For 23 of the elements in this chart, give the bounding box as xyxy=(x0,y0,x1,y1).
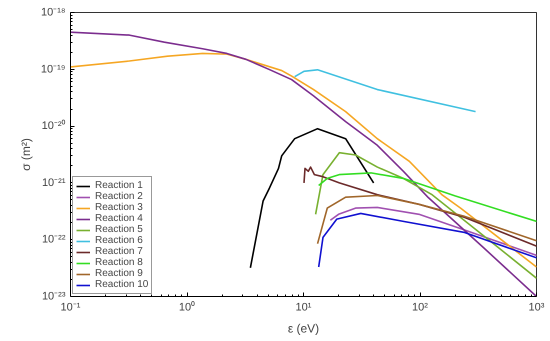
legend-label: Reaction 4 xyxy=(95,213,143,224)
x-tick-label: 10¹ xyxy=(296,302,312,314)
legend-label: Reaction 6 xyxy=(95,235,143,246)
legend-label: Reaction 2 xyxy=(95,191,143,202)
x-tick-label: 10⁻¹ xyxy=(60,302,81,314)
legend-label: Reaction 5 xyxy=(95,224,143,235)
x-tick-label: 10² xyxy=(412,302,428,314)
y-tick-label: 10⁻²¹ xyxy=(42,176,66,189)
legend-label: Reaction 7 xyxy=(95,246,143,257)
legend-label: Reaction 8 xyxy=(95,257,143,268)
legend-label: Reaction 3 xyxy=(95,202,143,213)
legend-label: Reaction 1 xyxy=(95,180,143,191)
y-tick-label: 10⁻²³ xyxy=(42,290,66,302)
y-axis-title: σ (m²) xyxy=(18,138,33,171)
x-tick-label: 10⁰ xyxy=(178,300,196,314)
y-tick-label: 10⁻²² xyxy=(42,234,66,246)
legend-label: Reaction 10 xyxy=(95,279,148,290)
y-tick-label: 10⁻²⁰ xyxy=(42,119,66,132)
x-tick-label: 10³ xyxy=(528,302,545,314)
y-tick-label: 10⁻¹⁸ xyxy=(40,6,66,18)
x-axis-title: ε (eV) xyxy=(288,322,320,336)
y-tick-label: 10⁻¹⁹ xyxy=(40,63,66,76)
legend-label: Reaction 9 xyxy=(95,268,143,279)
